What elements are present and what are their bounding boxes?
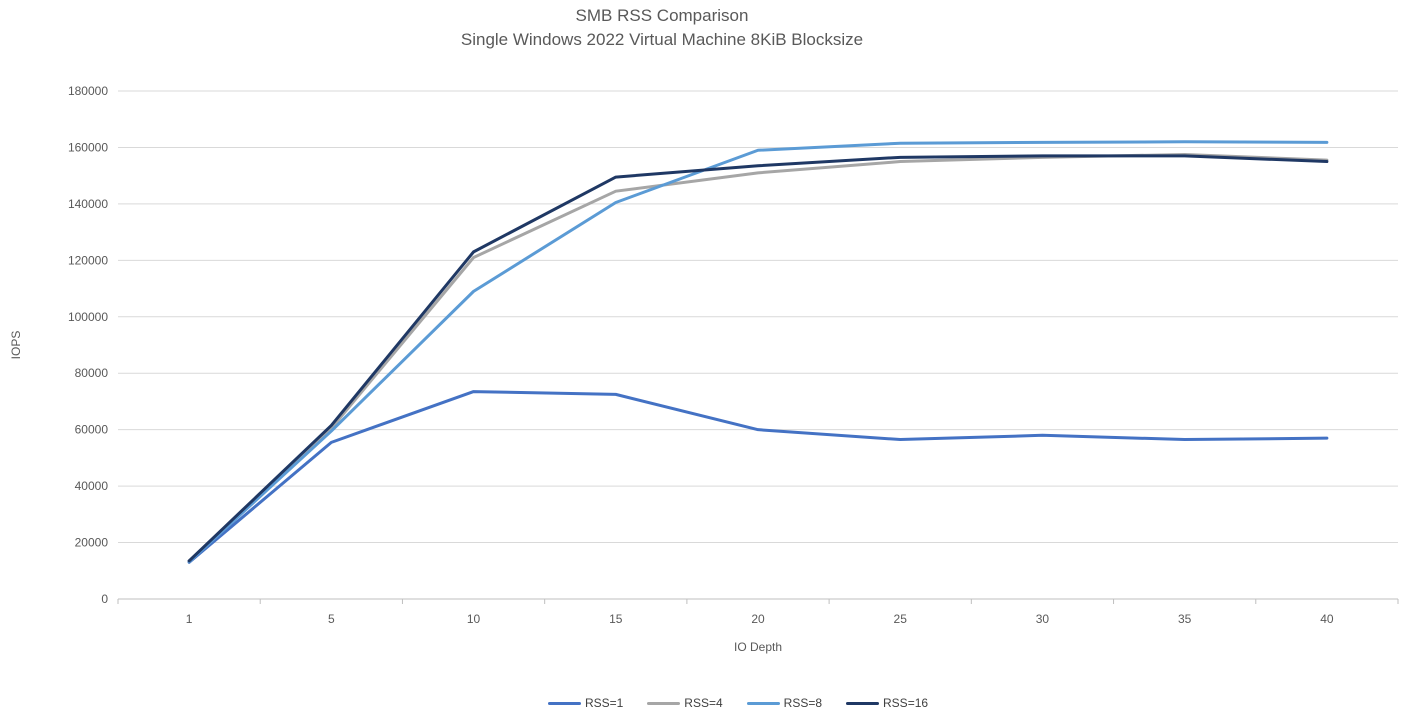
y-tick-label: 140000: [68, 197, 108, 211]
legend: RSS=1 RSS=4 RSS=8 RSS=16: [98, 696, 1378, 710]
chart-subtitle: Single Windows 2022 Virtual Machine 8KiB…: [460, 30, 864, 49]
y-tick-label: 60000: [75, 423, 109, 437]
series-line-rss-1: [187, 390, 1329, 564]
y-axis-title: IOPS: [9, 330, 23, 360]
y-tick-label: 80000: [75, 366, 109, 380]
y-tick-label: 20000: [75, 536, 109, 550]
chart-title: SMB RSS Comparison: [575, 6, 749, 25]
x-tick-label: 15: [609, 612, 623, 626]
legend-label: RSS=1: [584, 696, 624, 710]
legend-label: RSS=8: [783, 696, 823, 710]
x-tick-label: 40: [1320, 612, 1334, 626]
legend-line-swatch: [746, 701, 780, 705]
series-line-rss-16: [187, 154, 1329, 563]
y-tick-label: 40000: [75, 479, 109, 493]
legend-label: RSS=16: [883, 696, 929, 710]
y-tick-label: 120000: [68, 253, 108, 267]
y-tick-label: 0: [101, 592, 108, 606]
legend-label: RSS=4: [684, 696, 723, 710]
legend-item-rss-1[interactable]: RSS=1: [547, 696, 624, 710]
y-tick-label: 160000: [68, 140, 108, 154]
legend-item-rss-8[interactable]: RSS=8: [746, 696, 823, 710]
x-tick-label: 10: [467, 612, 481, 626]
legend-line-swatch: [547, 701, 581, 705]
series-line-rss-4: [187, 153, 1329, 563]
x-tick-label: 30: [1036, 612, 1050, 626]
legend-line-swatch: [846, 701, 880, 705]
x-tick-label: 20: [751, 612, 765, 626]
legend-item-rss-4[interactable]: RSS=4: [647, 696, 723, 710]
y-tick-label: 180000: [68, 84, 108, 98]
x-axis-title: IO Depth: [733, 640, 783, 654]
y-tick-label: 100000: [68, 310, 108, 324]
series-line-rss-8: [187, 140, 1329, 564]
legend-item-rss-16[interactable]: RSS=16: [846, 696, 928, 710]
legend-line-swatch: [647, 701, 681, 705]
x-tick-label: 35: [1178, 612, 1192, 626]
x-tick-label: 1: [186, 612, 193, 626]
x-tick-label: 25: [894, 612, 908, 626]
x-tick-label: 5: [328, 612, 335, 626]
